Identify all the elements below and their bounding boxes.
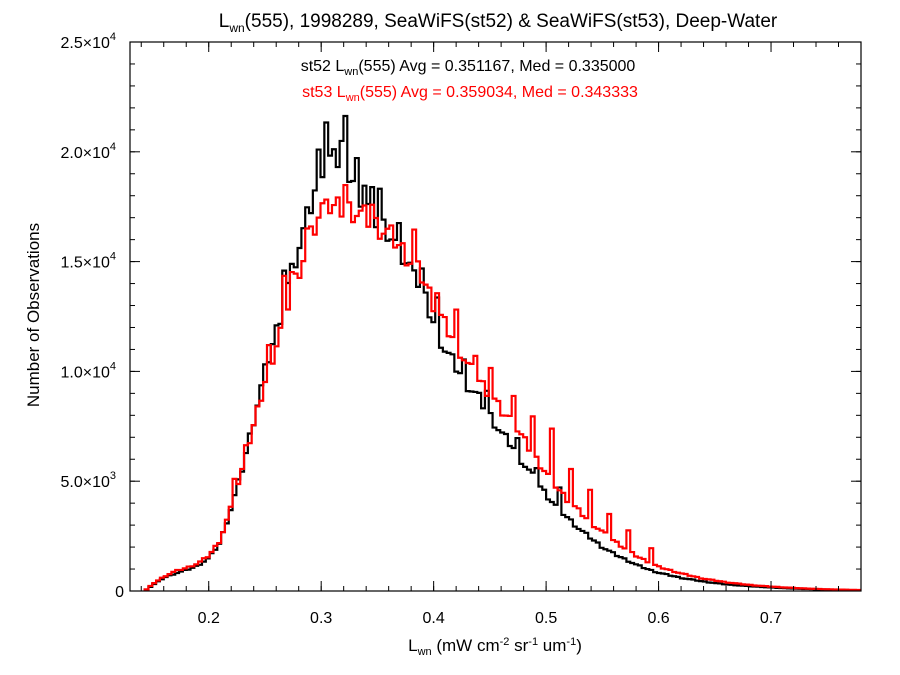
series-layer (143, 114, 861, 592)
x-tick-label: 0.4 (423, 610, 445, 627)
x-axis-label-part4: ) (576, 636, 582, 655)
x-axis-label: Lwn (mW cm-2 sr-1 um-1) (408, 636, 582, 658)
x-tick-label: 0.6 (647, 610, 669, 627)
chart-title-subscript: wn (228, 21, 244, 35)
x-axis-label-prefix: L (408, 636, 417, 655)
annotation-st52-suffix: (555) Avg = 0.351167, Med = 0.335000 (358, 58, 635, 75)
y-tick-label: 2.5×104 (60, 31, 116, 52)
chart-title: Lwn(555), 1998289, SeaWiFS(st52) & SeaWi… (219, 11, 778, 35)
chart-title-suffix: (555), 1998289, SeaWiFS(st52) & SeaWiFS(… (245, 11, 778, 32)
x-tick-label: 0.7 (760, 610, 782, 627)
annotation-st52-prefix: st52 L (301, 58, 345, 75)
series-st53-histogram (143, 183, 861, 592)
annotation-st52: st52 Lwn(555) Avg = 0.351167, Med = 0.33… (301, 58, 636, 78)
chart-title-prefix: L (219, 11, 230, 32)
y-tick-label: 1.5×104 (60, 251, 116, 272)
annotation-st52-sub: wn (343, 66, 358, 78)
annotation-st53-sub: wn (345, 92, 360, 104)
annotation-st53: st53 Lwn(555) Avg = 0.359034, Med = 0.34… (302, 84, 638, 104)
y-tick-label: 0 (115, 584, 124, 601)
x-axis-label-part2: sr (509, 636, 528, 655)
x-axis-label-part3: um (538, 636, 566, 655)
annotation-st53-prefix: st53 L (302, 84, 346, 101)
x-tick-label: 0.3 (310, 610, 332, 627)
axes-layer: 0.2 0.3 0.4 0.5 0.6 0.7 0 5.0×103 1.0×104 1.5×104… (60, 31, 862, 627)
x-axis-label-exp1: -2 (500, 636, 510, 648)
y-tick-label: 2.0×104 (60, 141, 116, 162)
plot-frame (129, 41, 862, 592)
annotation-st53-suffix: (555) Avg = 0.359034, Med = 0.343333 (360, 84, 638, 101)
x-axis-label-exp3: -1 (566, 636, 576, 648)
series-st52-histogram (143, 114, 861, 592)
x-axis-label-sub: wn (417, 646, 432, 658)
x-tick-label: 0.5 (535, 610, 557, 627)
y-axis-label: Number of Observations (24, 223, 43, 407)
y-tick-label: 1.0×104 (60, 360, 116, 381)
y-tick-label: 5.0×103 (60, 470, 116, 491)
x-axis-label-part1: (mW cm (432, 636, 500, 655)
x-tick-label: 0.2 (198, 610, 220, 627)
x-axis-label-exp2: -1 (528, 636, 538, 648)
